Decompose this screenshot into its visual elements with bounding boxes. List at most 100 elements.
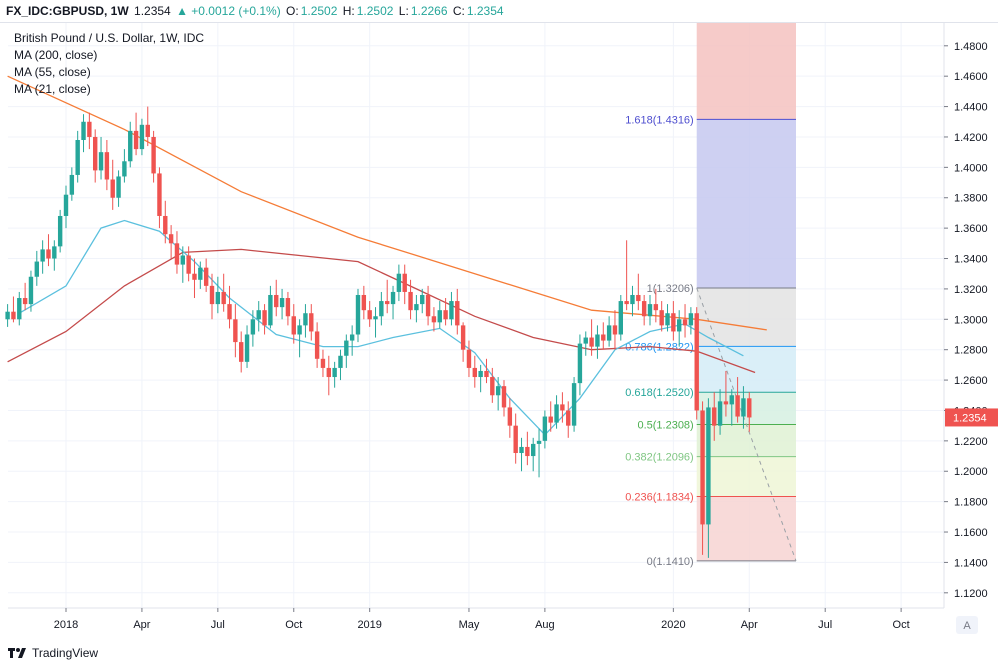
candle-body[interactable]: [712, 407, 717, 426]
candle-body[interactable]: [653, 304, 659, 311]
candle-body[interactable]: [75, 140, 80, 175]
candle-body[interactable]: [577, 343, 583, 384]
candle-body[interactable]: [449, 301, 454, 320]
candle-body[interactable]: [244, 334, 250, 362]
candle-body[interactable]: [116, 176, 121, 198]
candle-body[interactable]: [717, 401, 723, 426]
candle-body[interactable]: [297, 325, 302, 335]
candle-body[interactable]: [443, 310, 448, 320]
candle-body[interactable]: [326, 367, 331, 378]
candle-body[interactable]: [414, 304, 419, 311]
candle-body[interactable]: [595, 334, 600, 347]
candle-body[interactable]: [531, 443, 536, 457]
candle-body[interactable]: [700, 410, 705, 525]
candle-body[interactable]: [747, 398, 752, 418]
candle-body[interactable]: [262, 310, 267, 326]
candle-body[interactable]: [361, 294, 367, 311]
candle-body[interactable]: [163, 215, 168, 235]
candle-body[interactable]: [303, 313, 308, 326]
candle-body[interactable]: [69, 174, 75, 195]
candle-body[interactable]: [636, 294, 641, 302]
candle-body[interactable]: [145, 124, 150, 137]
candle-body[interactable]: [729, 395, 734, 405]
candle-body[interactable]: [320, 358, 326, 368]
candle-body[interactable]: [268, 294, 273, 326]
candle-body[interactable]: [157, 173, 162, 216]
candle-body[interactable]: [641, 301, 647, 317]
candle-body[interactable]: [606, 325, 612, 341]
candle-body[interactable]: [250, 319, 256, 335]
candle-body[interactable]: [52, 246, 57, 259]
candle-body[interactable]: [186, 255, 191, 274]
candle-body[interactable]: [180, 255, 185, 265]
candle-body[interactable]: [168, 234, 174, 244]
symbol-title[interactable]: FX_IDC:GBPUSD, 1W: [6, 4, 129, 18]
candle-body[interactable]: [682, 319, 688, 326]
candle-body[interactable]: [373, 316, 378, 320]
candle-body[interactable]: [227, 304, 232, 320]
candle-body[interactable]: [437, 310, 442, 323]
candle-body[interactable]: [525, 446, 530, 457]
candle-body[interactable]: [694, 313, 699, 411]
candle-body[interactable]: [624, 301, 629, 305]
candle-body[interactable]: [677, 319, 682, 332]
candle-body[interactable]: [81, 121, 86, 140]
candle-body[interactable]: [490, 377, 495, 396]
candle-body[interactable]: [659, 310, 664, 326]
candle-body[interactable]: [542, 416, 548, 441]
legend-ma200[interactable]: MA (200, close): [14, 48, 98, 62]
candle-body[interactable]: [647, 304, 653, 317]
candle-body[interactable]: [566, 410, 571, 426]
candle-body[interactable]: [151, 136, 156, 174]
candle-body[interactable]: [221, 291, 226, 305]
chart-area[interactable]: 1.618(1.4316) 1(1.3206) 0.786(1.2822) 0.618…: [0, 23, 998, 648]
candle-body[interactable]: [40, 249, 45, 262]
legend-ma21[interactable]: MA (21, close): [14, 82, 91, 96]
candle-body[interactable]: [612, 325, 618, 335]
candle-body[interactable]: [735, 395, 740, 417]
candle-body[interactable]: [128, 130, 133, 162]
candle-body[interactable]: [198, 267, 203, 280]
candle-body[interactable]: [536, 440, 542, 444]
candle-body[interactable]: [501, 386, 507, 408]
candle-body[interactable]: [285, 298, 291, 317]
candle-body[interactable]: [455, 301, 460, 326]
candle-body[interactable]: [133, 130, 139, 150]
candle-body[interactable]: [349, 334, 355, 341]
candle-body[interactable]: [34, 261, 39, 277]
price-chart[interactable]: 1.618(1.4316)1(1.3206)0.786(1.2822)0.618…: [0, 23, 998, 643]
candle-body[interactable]: [460, 325, 466, 350]
auto-scale-label[interactable]: A: [963, 620, 971, 632]
candle-body[interactable]: [279, 298, 285, 308]
candle-body[interactable]: [723, 401, 729, 405]
candle-body[interactable]: [688, 313, 694, 326]
candle-body[interactable]: [338, 355, 343, 368]
tradingview-branding[interactable]: TradingView: [8, 646, 98, 660]
candle-body[interactable]: [104, 152, 110, 180]
candle-body[interactable]: [671, 313, 676, 332]
candle-body[interactable]: [22, 298, 28, 305]
candle-body[interactable]: [589, 337, 594, 347]
candle-body[interactable]: [402, 273, 407, 292]
candle-body[interactable]: [174, 243, 180, 265]
legend-ma55[interactable]: MA (55, close): [14, 65, 91, 79]
candle-body[interactable]: [203, 267, 209, 286]
candle-body[interactable]: [57, 215, 63, 247]
candle-body[interactable]: [408, 291, 413, 311]
candle-body[interactable]: [431, 316, 437, 323]
candle-body[interactable]: [571, 383, 577, 426]
candle-body[interactable]: [396, 273, 402, 292]
candle-body[interactable]: [507, 407, 513, 426]
candle-body[interactable]: [706, 407, 711, 525]
candle-body[interactable]: [87, 121, 92, 137]
candle-body[interactable]: [192, 273, 197, 280]
candle-body[interactable]: [513, 425, 518, 454]
candle-body[interactable]: [560, 404, 565, 411]
candle-body[interactable]: [355, 294, 361, 335]
candle-body[interactable]: [274, 294, 279, 308]
candle-body[interactable]: [314, 331, 320, 359]
candle-body[interactable]: [420, 294, 425, 305]
candle-body[interactable]: [98, 152, 104, 171]
candle-body[interactable]: [367, 310, 372, 320]
candle-body[interactable]: [122, 161, 127, 177]
